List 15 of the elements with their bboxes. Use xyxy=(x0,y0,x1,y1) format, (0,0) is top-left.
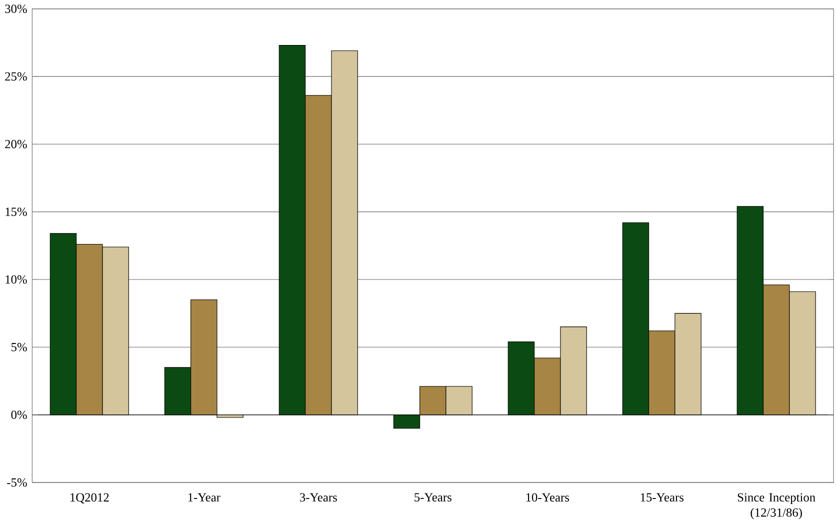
x-tick-label: Since Inception (12/31/86) xyxy=(738,493,816,520)
y-tick-label: 5% xyxy=(12,343,27,352)
x-tick-label: 10-Years xyxy=(526,493,570,502)
y-tick-label: -5% xyxy=(7,478,27,487)
y-tick-label: 0% xyxy=(11,410,27,420)
x-tick-label: 5-Years xyxy=(414,493,452,502)
y-tick-label: 10% xyxy=(6,275,27,284)
y-tick-label: 15% xyxy=(6,208,27,216)
x-tick-label: 3-Years xyxy=(300,493,337,502)
x-tick-label: 15-Years xyxy=(640,493,684,502)
x-tick-label: 1Q2012 xyxy=(70,493,109,504)
y-tick-label: 25% xyxy=(5,72,27,81)
y-tick-label: 30% xyxy=(5,4,27,14)
y-tick-label: 20% xyxy=(5,140,27,148)
x-tick-label: 1-Year xyxy=(188,493,220,502)
